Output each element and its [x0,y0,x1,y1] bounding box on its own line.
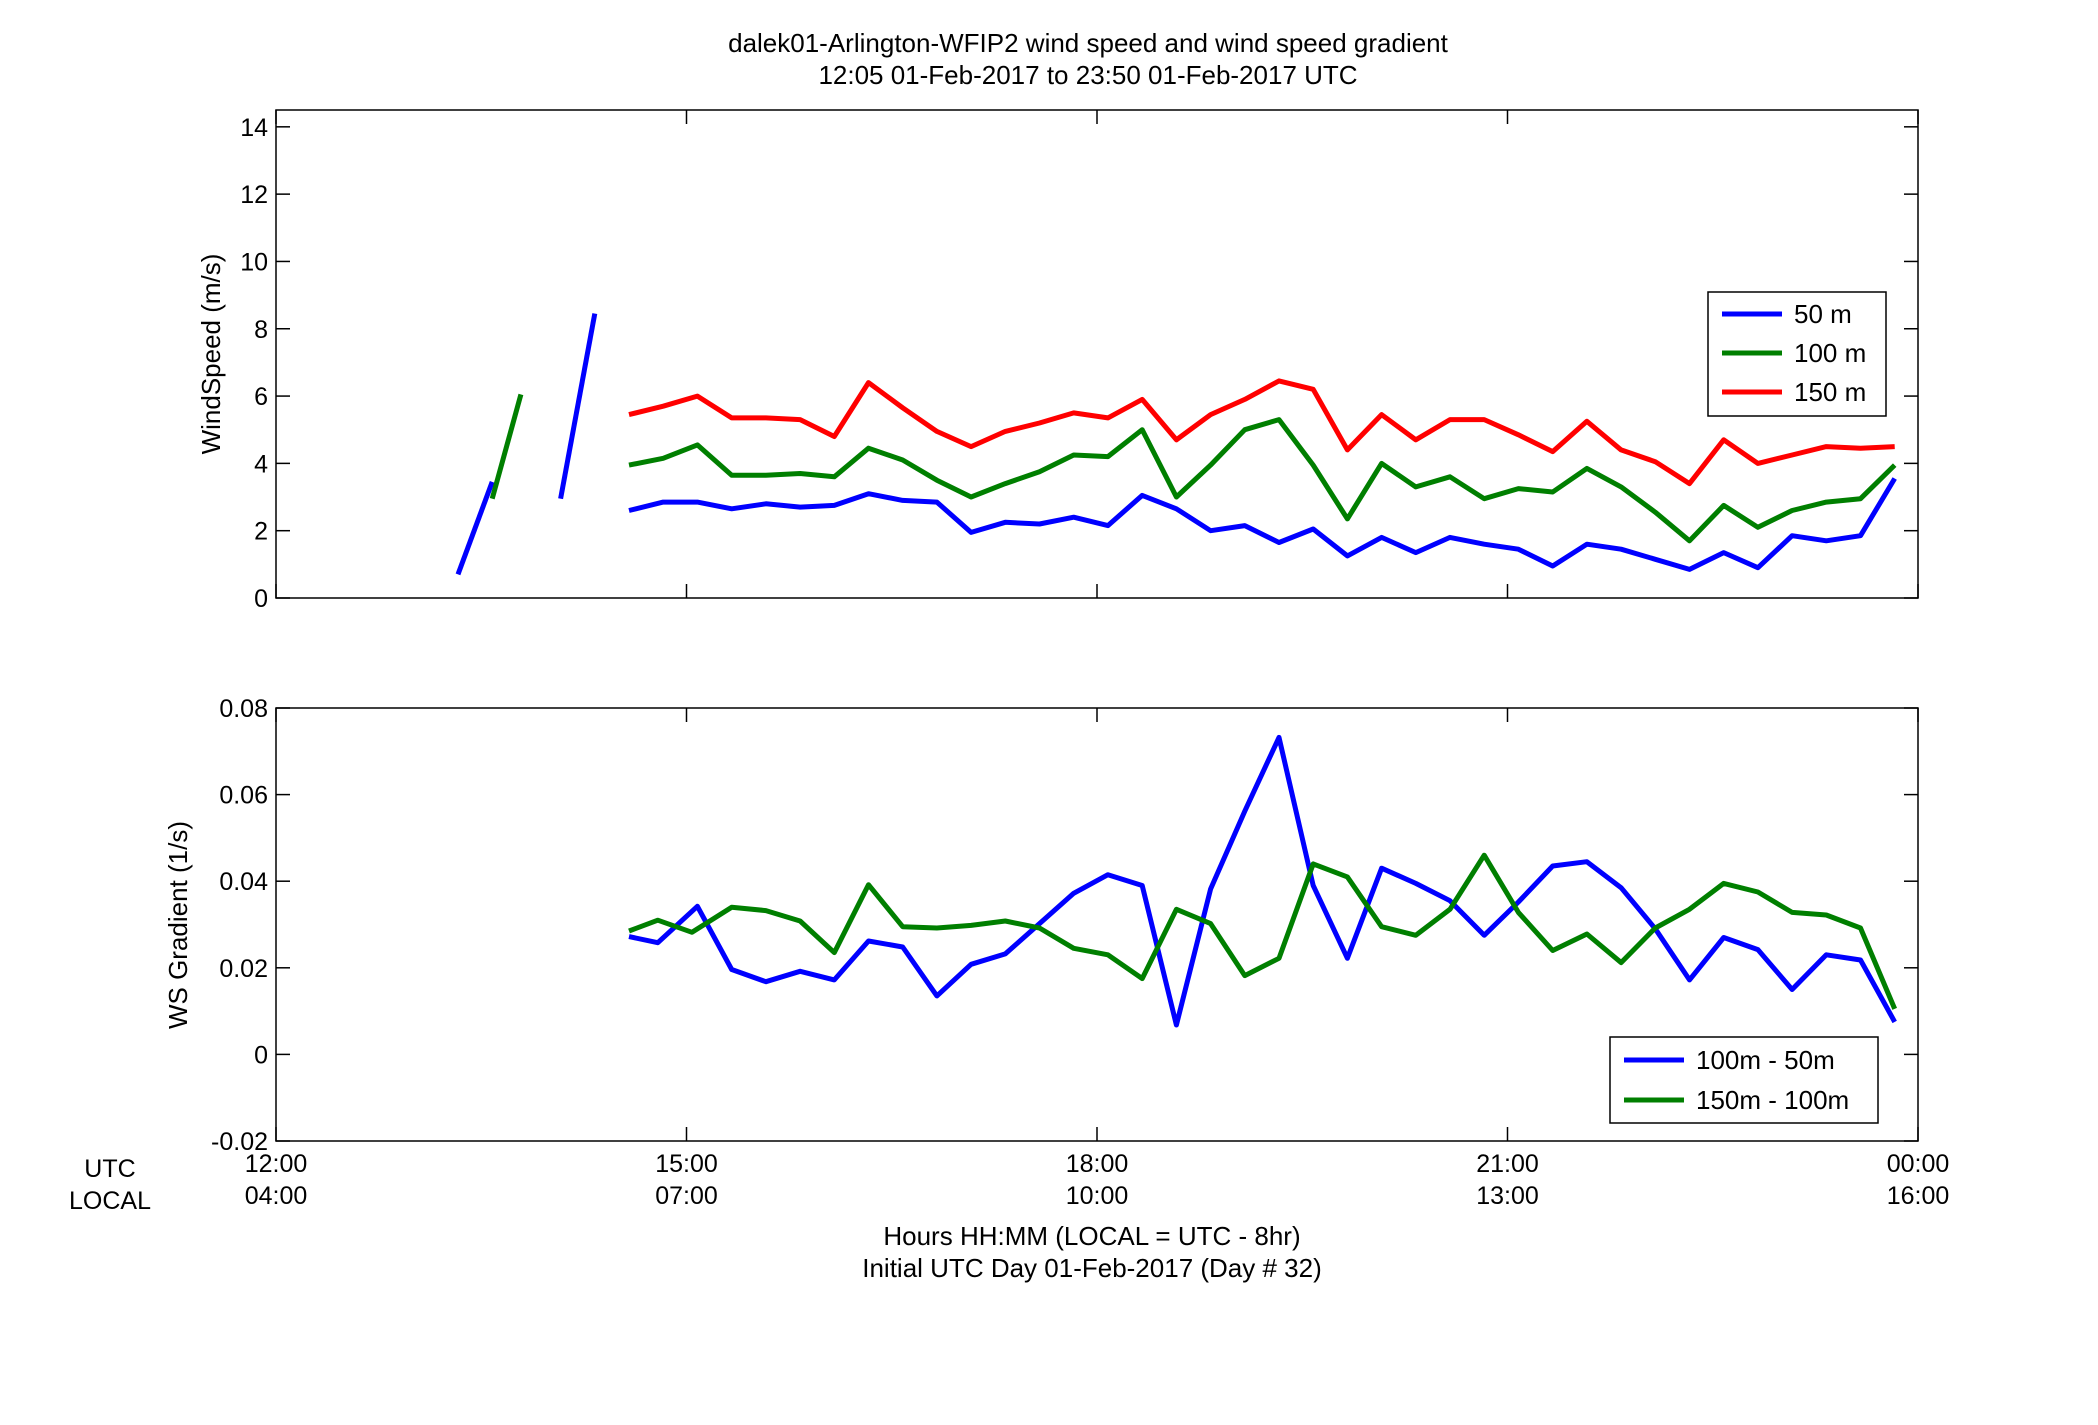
gradient-y-axis-label: WS Gradient (1/s) [163,821,193,1029]
utc-tick-label: 00:00 [1887,1150,1950,1178]
gradient-y-tick-label: 0.08 [219,695,268,723]
utc-tick-label: 12:00 [245,1150,308,1178]
windspeed-series-3-segment-1 [628,378,1895,487]
windspeed-y-axis-label: WindSpeed (m/s) [196,254,226,455]
gradient-y-tick-label: -0.02 [211,1128,268,1156]
windspeed-y-tick-label: 0 [254,585,268,613]
local-row-label: LOCAL [69,1187,151,1215]
windspeed-series-2-segment-2 [628,417,1897,544]
local-tick-label: 07:00 [655,1182,718,1210]
gradient-y-tick-label: 0.04 [219,868,268,896]
chart-subtitle: 12:05 01-Feb-2017 to 23:50 01-Feb-2017 U… [818,60,1357,90]
x-axis-sublabel: Initial UTC Day 01-Feb-2017 (Day # 32) [862,1253,1322,1283]
windspeed-y-tick-label: 10 [240,248,268,276]
legend-label-100m: 100 m [1794,338,1866,368]
windspeed-y-tick-label: 4 [254,450,268,478]
windspeed-legend: 50 m 100 m 150 m [1707,291,1887,417]
utc-row-label: UTC [84,1155,135,1183]
utc-tick-label: 21:00 [1476,1150,1539,1178]
utc-tick-label: 18:00 [1066,1150,1129,1178]
gradient-legend: 100m - 50m 150m - 100m [1609,1036,1879,1124]
gradient-series-2-segment-1 [628,852,1898,1010]
windspeed-series-2-segment-1 [489,393,524,500]
windspeed-x-ticks [275,110,1919,598]
legend-label-150m-100m: 150m - 100m [1696,1085,1849,1115]
gradient-y-tick-label: 0.02 [219,955,268,983]
windspeed-series-1-segment-2 [558,313,598,500]
local-tick-label: 16:00 [1887,1182,1950,1210]
windspeed-y-tick-label: 6 [254,383,268,411]
local-tick-label: 04:00 [245,1182,308,1210]
chart-title: dalek01-Arlington-WFIP2 wind speed and w… [728,28,1449,58]
windspeed-y-tick-label: 12 [240,181,268,209]
gradient-y-tick-label: 0.06 [219,782,268,810]
utc-tick-label: 15:00 [655,1150,718,1178]
windspeed-y-tick-label: 2 [254,518,268,546]
gradient-y-ticks: -0.02 0 0.02 0.04 0.06 0.08 [211,695,1918,1156]
gradient-series-1-segment-1 [628,734,1897,1028]
windspeed-y-tick-label: 14 [240,114,268,142]
windspeed-y-tick-label: 8 [254,316,268,344]
windspeed-series-1-segment-3 [628,477,1897,572]
legend-label-150m: 150 m [1794,377,1866,407]
gradient-panel: -0.02 0 0.02 0.04 0.06 0.08 WS Gradient (1/s)… [163,695,1919,1156]
local-tick-label: 10:00 [1066,1182,1129,1210]
windspeed-series-1-segment-1 [455,481,495,576]
x-tick-labels: 12:00 04:00 15:00 07:00 18:00 10:00 21:00 13:00… [245,1150,1950,1210]
gradient-legend-box [1609,1036,1879,1124]
legend-label-100m-50m: 100m - 50m [1696,1045,1835,1075]
legend-label-50m: 50 m [1794,299,1852,329]
windspeed-panel: 0 2 4 6 8 10 12 14 WindSpeed (m/s) 50 m 100 m 1… [196,109,1919,613]
gradient-y-tick-label: 0 [254,1041,268,1069]
gradient-lines [628,734,1898,1028]
gradient-x-ticks [275,708,1919,1141]
x-axis-label: Hours HH:MM (LOCAL = UTC - 8hr) [883,1221,1300,1251]
windspeed-lines [455,313,1897,576]
windspeed-y-ticks: 0 2 4 6 8 10 12 14 [240,114,1918,613]
local-tick-label: 13:00 [1476,1182,1539,1210]
